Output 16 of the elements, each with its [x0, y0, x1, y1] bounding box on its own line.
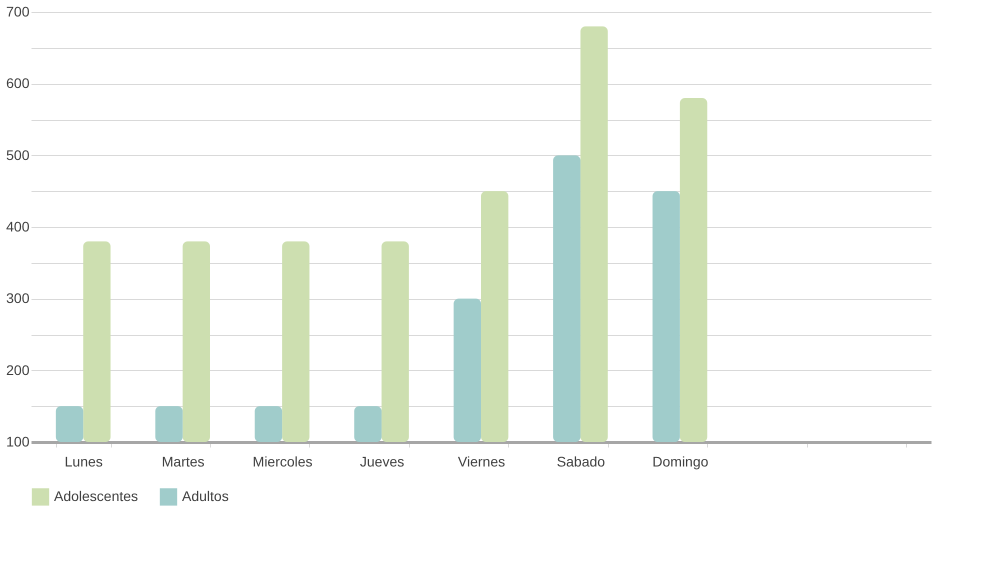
x-tick-label: Sabado	[556, 454, 606, 470]
y-tick-label: 200	[6, 362, 30, 378]
x-tick-label: Lunes	[64, 454, 103, 470]
y-tick-label: 100	[6, 434, 30, 450]
legend-label: Adolescentes	[54, 488, 138, 504]
x-tick-label: Jueves	[360, 454, 404, 470]
x-tick-label: Domingo	[652, 454, 709, 470]
y-tick-label: 500	[6, 146, 30, 163]
y-tick-label: 600	[6, 75, 30, 92]
y-tick-label: 400	[6, 218, 30, 234]
y-tick-label: 300	[6, 290, 30, 306]
legend-label: Adultos	[182, 488, 229, 504]
y-tick-label: 700	[6, 4, 30, 20]
x-tick-label: Viernes	[458, 454, 506, 470]
x-tick-label: Martes	[162, 454, 205, 470]
x-tick-label: Miercoles	[252, 454, 313, 470]
